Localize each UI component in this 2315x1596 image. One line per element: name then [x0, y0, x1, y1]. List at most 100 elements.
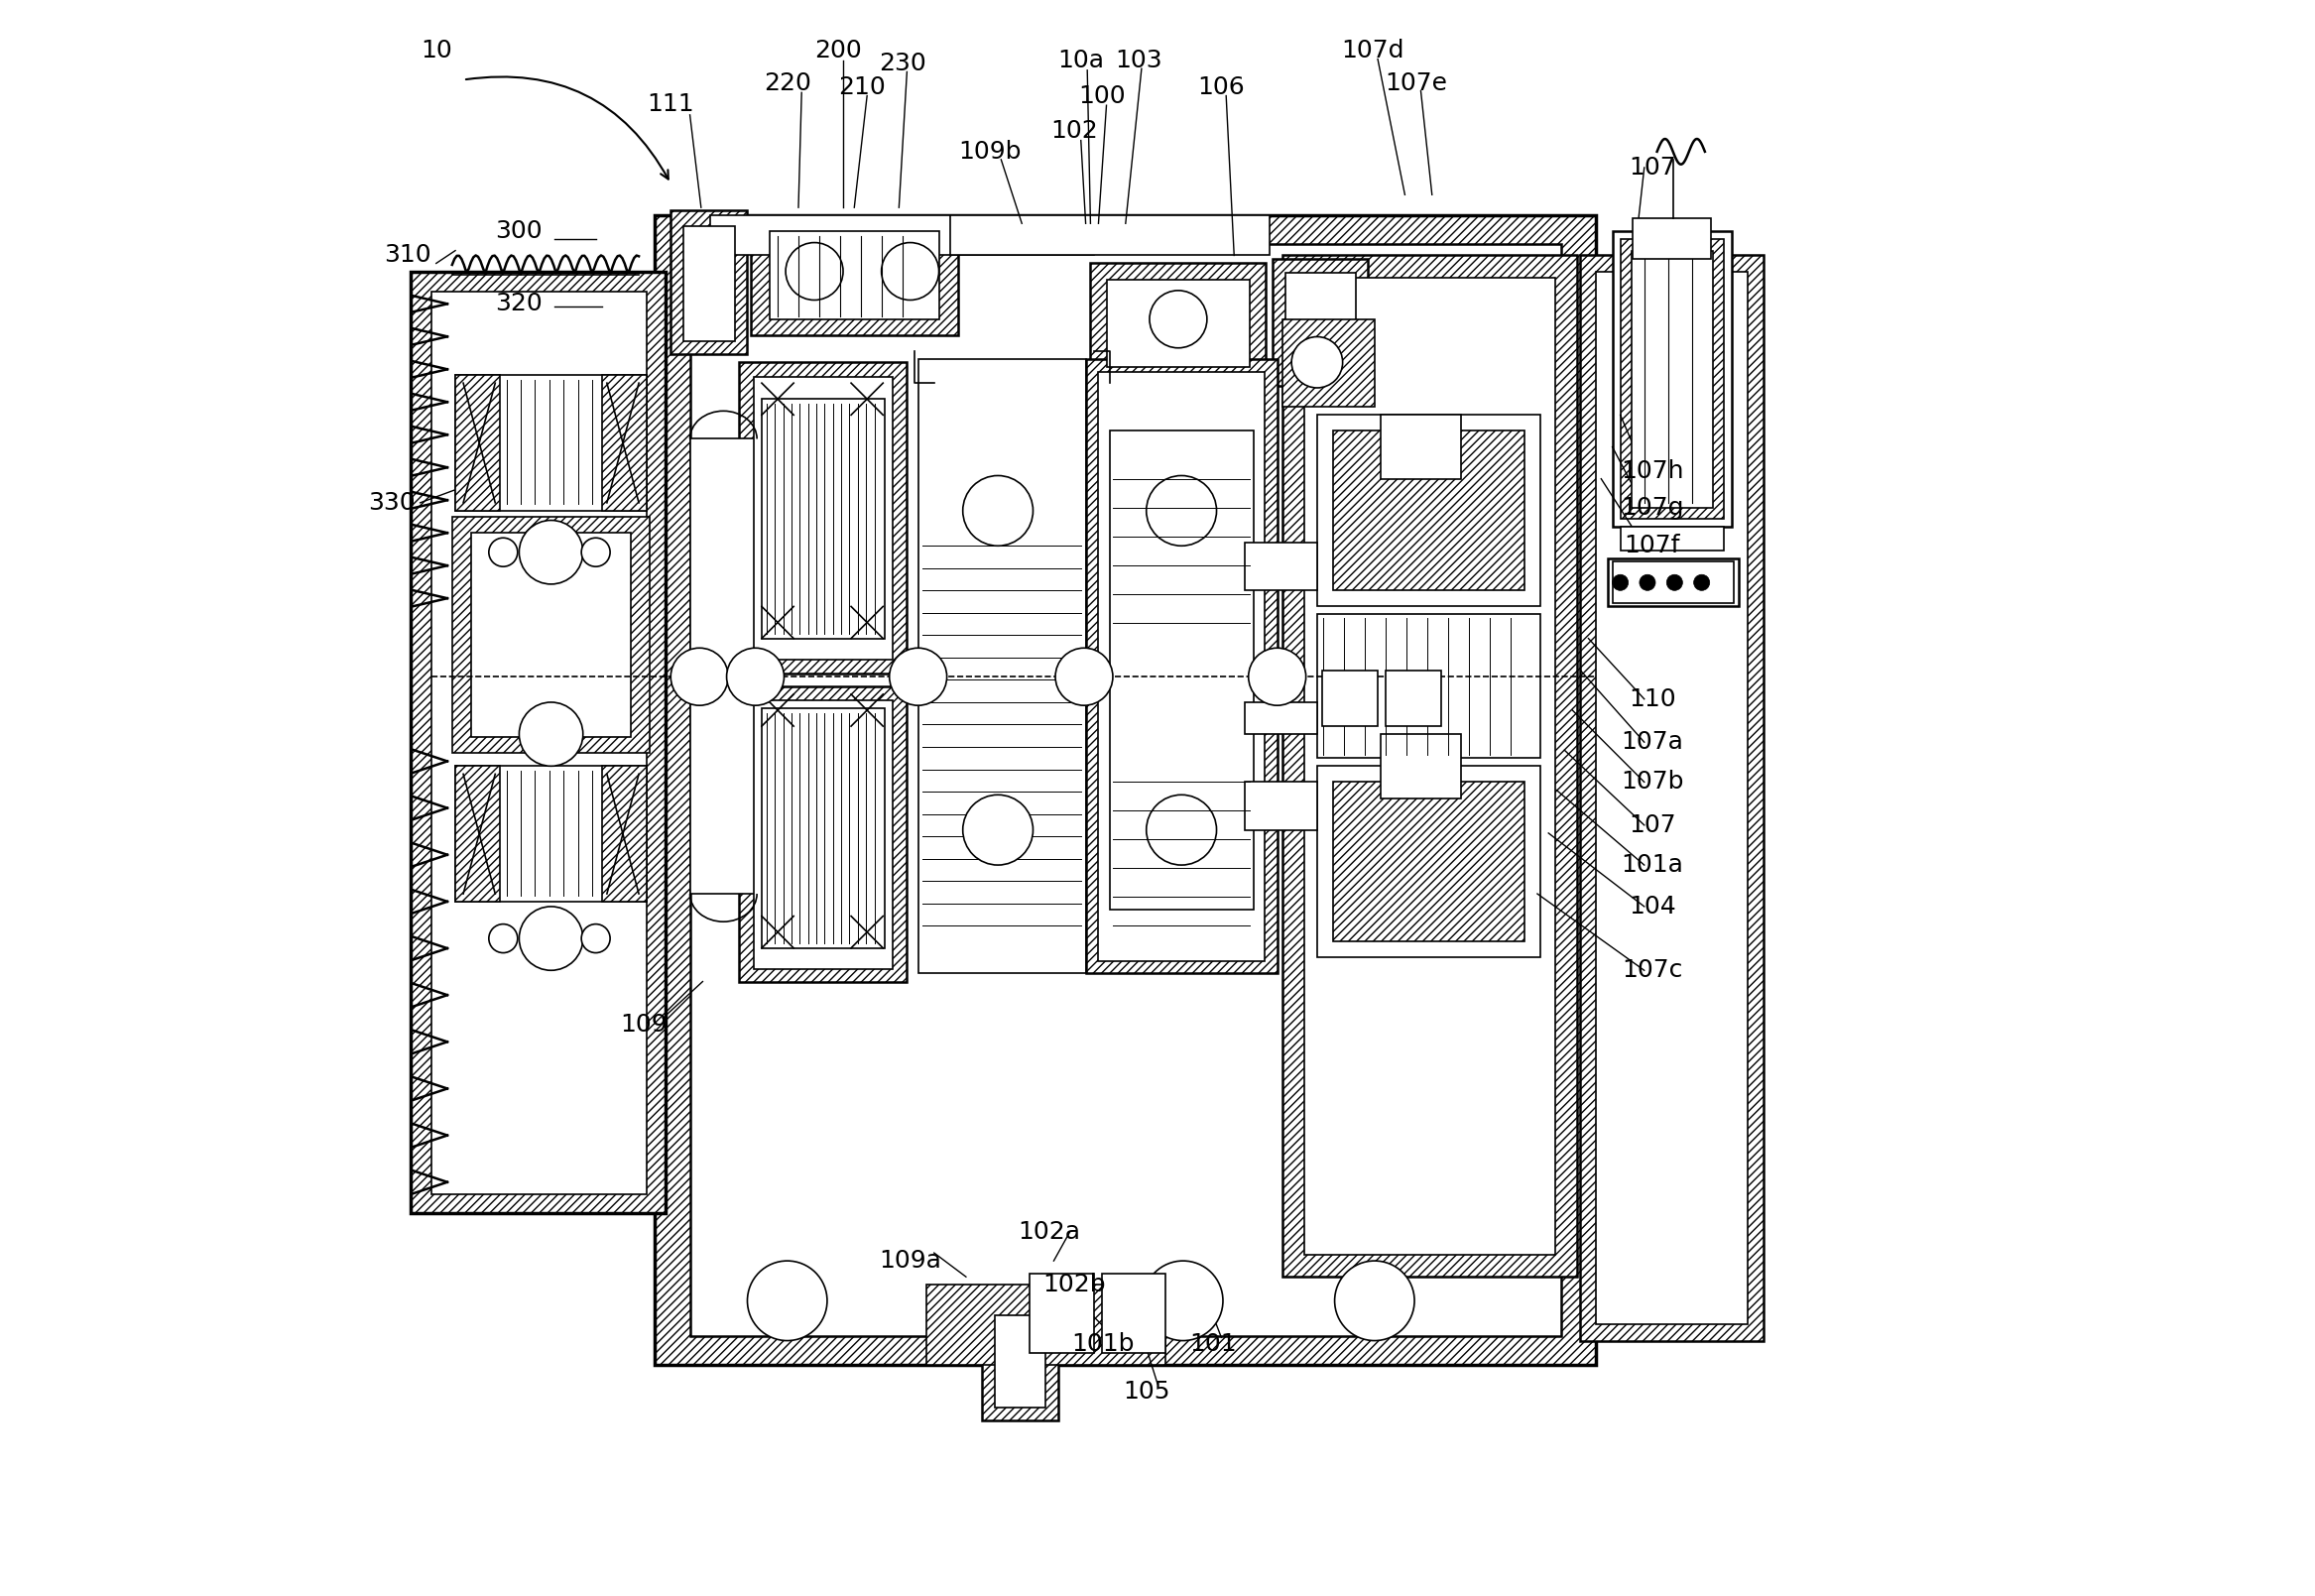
Bar — [1317, 614, 1539, 758]
Text: 107a: 107a — [1620, 731, 1683, 753]
Bar — [456, 375, 500, 511]
Text: 107: 107 — [1630, 156, 1676, 179]
Bar — [1097, 372, 1264, 961]
Text: 10: 10 — [421, 40, 451, 62]
Bar — [602, 375, 646, 511]
Circle shape — [519, 702, 583, 766]
Bar — [1387, 670, 1442, 726]
Bar — [1245, 782, 1317, 830]
Circle shape — [882, 243, 940, 300]
Circle shape — [1292, 337, 1343, 388]
Circle shape — [1151, 290, 1206, 348]
Text: 310: 310 — [384, 244, 431, 267]
Text: 107d: 107d — [1340, 40, 1405, 62]
Bar — [738, 362, 907, 674]
Bar — [949, 215, 1269, 255]
Bar — [1611, 231, 1732, 527]
Bar — [1285, 273, 1354, 372]
Circle shape — [671, 648, 729, 705]
Text: 320: 320 — [495, 292, 542, 314]
Bar — [1597, 271, 1748, 1325]
Bar — [456, 766, 500, 902]
Bar — [451, 517, 651, 753]
Text: 109b: 109b — [958, 140, 1021, 163]
Bar — [1317, 415, 1539, 606]
Bar — [1322, 670, 1377, 726]
Text: 300: 300 — [495, 220, 542, 243]
Text: 109: 109 — [620, 1013, 667, 1036]
Circle shape — [581, 924, 611, 953]
Circle shape — [519, 907, 583, 970]
Circle shape — [889, 648, 947, 705]
Bar — [769, 231, 940, 319]
Bar — [919, 359, 1086, 974]
Bar — [1333, 782, 1526, 942]
Bar — [1382, 734, 1461, 798]
Bar — [1283, 319, 1375, 407]
Text: 100: 100 — [1079, 85, 1125, 107]
Text: 106: 106 — [1197, 77, 1245, 99]
Text: 107b: 107b — [1620, 771, 1683, 793]
Bar — [750, 215, 958, 335]
Bar — [690, 244, 1560, 1336]
Text: 101b: 101b — [1072, 1333, 1134, 1355]
Bar — [690, 439, 757, 894]
Circle shape — [963, 476, 1032, 546]
Bar — [410, 271, 667, 1213]
Bar — [1283, 255, 1577, 1277]
Text: 105: 105 — [1123, 1381, 1169, 1403]
Bar — [1611, 562, 1734, 603]
Circle shape — [748, 1261, 826, 1341]
Bar — [982, 1301, 1058, 1420]
Text: 104: 104 — [1627, 895, 1676, 918]
Circle shape — [1336, 1261, 1414, 1341]
Text: 107h: 107h — [1620, 460, 1683, 482]
Text: 107c: 107c — [1623, 959, 1683, 982]
Circle shape — [727, 648, 785, 705]
Text: 107e: 107e — [1384, 72, 1447, 94]
Bar — [431, 292, 646, 1194]
Text: 111: 111 — [648, 93, 694, 115]
Bar — [1102, 1274, 1164, 1353]
FancyArrowPatch shape — [465, 77, 669, 179]
Bar — [655, 215, 1597, 1365]
Text: 109a: 109a — [880, 1250, 942, 1272]
Bar — [1317, 766, 1539, 958]
Bar — [671, 211, 748, 354]
Text: 110: 110 — [1630, 688, 1676, 710]
Text: 102a: 102a — [1019, 1221, 1081, 1243]
Bar — [995, 1315, 1046, 1408]
Text: 10a: 10a — [1058, 49, 1104, 72]
Circle shape — [1146, 795, 1218, 865]
Bar — [456, 766, 646, 902]
Text: 200: 200 — [815, 40, 861, 62]
Bar — [456, 375, 646, 511]
Text: 210: 210 — [838, 77, 887, 99]
Circle shape — [581, 538, 611, 567]
Bar — [755, 701, 894, 969]
Text: 107g: 107g — [1620, 496, 1683, 519]
Bar — [762, 399, 884, 638]
Text: 102b: 102b — [1044, 1274, 1107, 1296]
Text: 220: 220 — [764, 72, 810, 94]
Circle shape — [1144, 1261, 1222, 1341]
Bar — [1245, 543, 1317, 591]
Circle shape — [1667, 575, 1683, 591]
Circle shape — [963, 795, 1032, 865]
Circle shape — [1146, 476, 1218, 546]
Bar — [1086, 359, 1278, 974]
Bar — [738, 686, 907, 982]
Circle shape — [1248, 648, 1306, 705]
Bar — [1333, 431, 1526, 591]
Circle shape — [1056, 648, 1114, 705]
Bar — [1245, 702, 1317, 734]
Bar — [926, 1285, 1164, 1365]
Text: 101: 101 — [1190, 1333, 1236, 1355]
Bar — [1632, 251, 1713, 508]
Bar — [1090, 263, 1266, 383]
Bar — [472, 533, 632, 737]
Bar — [755, 377, 894, 659]
Bar — [1273, 259, 1368, 386]
Circle shape — [785, 243, 843, 300]
Bar — [762, 709, 884, 948]
